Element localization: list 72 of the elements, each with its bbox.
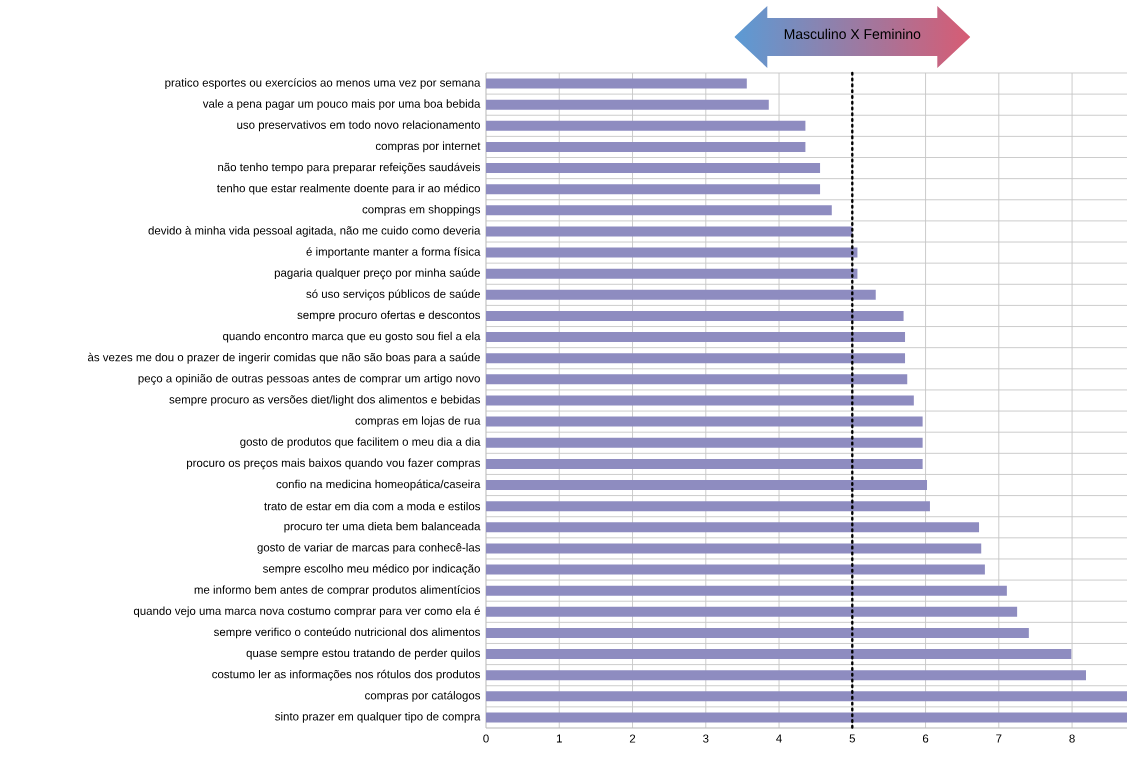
y-tick-label: compras por catálogos xyxy=(365,690,481,702)
y-tick-label: confio na medicina homeopática/caseira xyxy=(276,479,481,491)
bar xyxy=(486,501,930,512)
x-tick-label: 2 xyxy=(629,734,636,743)
bar xyxy=(486,480,928,491)
bar xyxy=(486,374,908,385)
y-tick-label: sempre escolho meu médico por indicação xyxy=(263,564,480,575)
y-tick-label: procuro os preços mais baixos quando vou fazer compras xyxy=(187,458,481,470)
bar xyxy=(486,564,985,575)
bar xyxy=(486,395,914,406)
bar xyxy=(486,120,806,131)
bar xyxy=(486,712,1127,723)
x-tick-label: 1 xyxy=(556,734,562,743)
bar xyxy=(486,670,1086,681)
x-tick-label: 6 xyxy=(922,734,929,743)
bar xyxy=(486,141,806,152)
bar xyxy=(486,205,832,216)
bar xyxy=(486,163,821,174)
y-tick-label: quando vejo uma marca nova costumo comprar para ver como ela é xyxy=(133,606,480,618)
bar xyxy=(486,649,1072,660)
bar xyxy=(486,353,906,364)
y-tick-label: quando encontro marca que eu gosto sou fiel a ela xyxy=(223,331,481,343)
y-tick-label: sinto prazer em qualquer tipo de compra xyxy=(275,712,481,723)
y-tick-label: compras em shoppings xyxy=(362,205,481,216)
y-tick-label: é importante manter a forma física xyxy=(306,247,481,258)
x-tick-label: 7 xyxy=(996,734,1002,743)
y-tick-label: procuro ter uma dieta bem balanceada xyxy=(284,521,481,533)
x-tick-label: 8 xyxy=(1069,734,1075,743)
text: Masculino X Feminino xyxy=(784,28,921,40)
y-tick-label: tenho que estar realmente doente para ir ao médico xyxy=(216,183,480,195)
x-tick-label: 4 xyxy=(776,734,782,743)
bar xyxy=(486,543,982,554)
bar xyxy=(486,691,1127,702)
x-tick-label: 0 xyxy=(483,734,489,743)
bar xyxy=(486,606,1018,617)
y-tick-label: sempre procuro as versões diet/light dos alimentos e bebidas xyxy=(169,395,481,406)
y-tick-label: não tenho tempo para preparar refeições saudáveis xyxy=(218,162,481,174)
bar xyxy=(486,585,1007,596)
y-tick-label: gosto de variar de marcas para conhecê-las xyxy=(257,543,481,554)
bar xyxy=(486,99,769,110)
y-tick-label: devido à minha vida pessoal agitada, não me cuido como deveria xyxy=(148,226,481,237)
bar xyxy=(486,310,904,321)
bar xyxy=(486,332,906,343)
bar xyxy=(486,78,747,89)
bar xyxy=(486,437,923,448)
bar xyxy=(486,247,858,258)
bar xyxy=(486,289,876,300)
y-tick-label: só uso serviços públicos de saúde xyxy=(306,289,480,301)
y-tick-label: uso preservativos em todo novo relacionamento xyxy=(237,120,480,132)
y-tick-label: peço a opinião de outras pessoas antes de comprar um artigo novo xyxy=(138,374,480,385)
x-tick-label: 3 xyxy=(703,734,709,743)
bar xyxy=(486,458,923,469)
y-tick-label: me informo bem antes de comprar produtos alimentícios xyxy=(194,585,481,597)
y-tick-label: pagaria qualquer preço por minha saúde xyxy=(274,268,480,280)
y-tick-label: sempre procuro ofertas e descontos xyxy=(297,310,481,322)
y-tick-label: costumo ler as informações nos rótulos dos produtos xyxy=(212,669,481,681)
bar xyxy=(486,226,853,237)
x-tick-label: 5 xyxy=(849,734,855,743)
bar xyxy=(486,522,980,533)
bar xyxy=(486,184,821,195)
bar xyxy=(486,268,858,279)
y-tick-label: vale a pena pagar um pouco mais por uma boa bebida xyxy=(202,99,481,111)
y-tick-label: gosto de produtos que facilitem o meu dia a dia xyxy=(240,437,481,449)
y-tick-label: compras em lojas de rua xyxy=(355,416,481,427)
y-tick-label: pratico esportes ou exercícios ao menos uma vez por semana xyxy=(165,78,481,89)
y-tick-label: compras por internet xyxy=(375,141,481,153)
y-tick-label: trato de estar em dia com a moda e estilos xyxy=(264,501,481,511)
y-tick-label: quase sempre estou tratando de perder quilos xyxy=(246,648,481,660)
y-tick-label: às vezes me dou o prazer de ingerir comidas que não são boas para a saúde xyxy=(88,352,480,364)
bar xyxy=(486,416,923,427)
bar xyxy=(486,627,1029,638)
y-tick-label: sempre verifico o conteúdo nutricional dos alimentos xyxy=(213,627,481,639)
